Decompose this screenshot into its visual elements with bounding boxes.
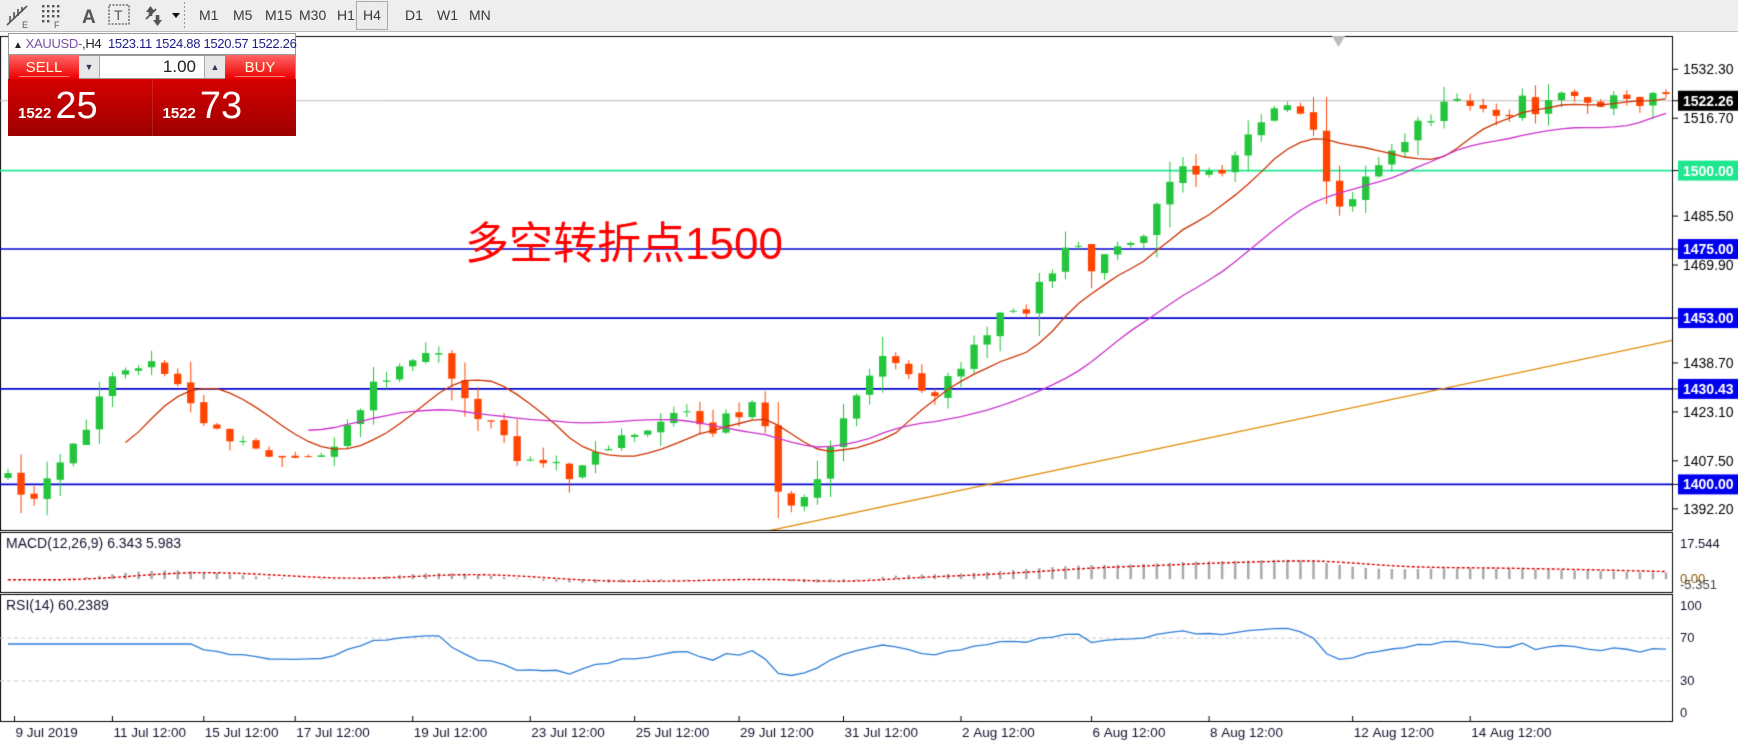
svg-text:E: E xyxy=(22,20,28,29)
svg-text:A: A xyxy=(82,7,96,28)
svg-text:T: T xyxy=(114,7,123,23)
svg-text:F: F xyxy=(54,20,60,29)
